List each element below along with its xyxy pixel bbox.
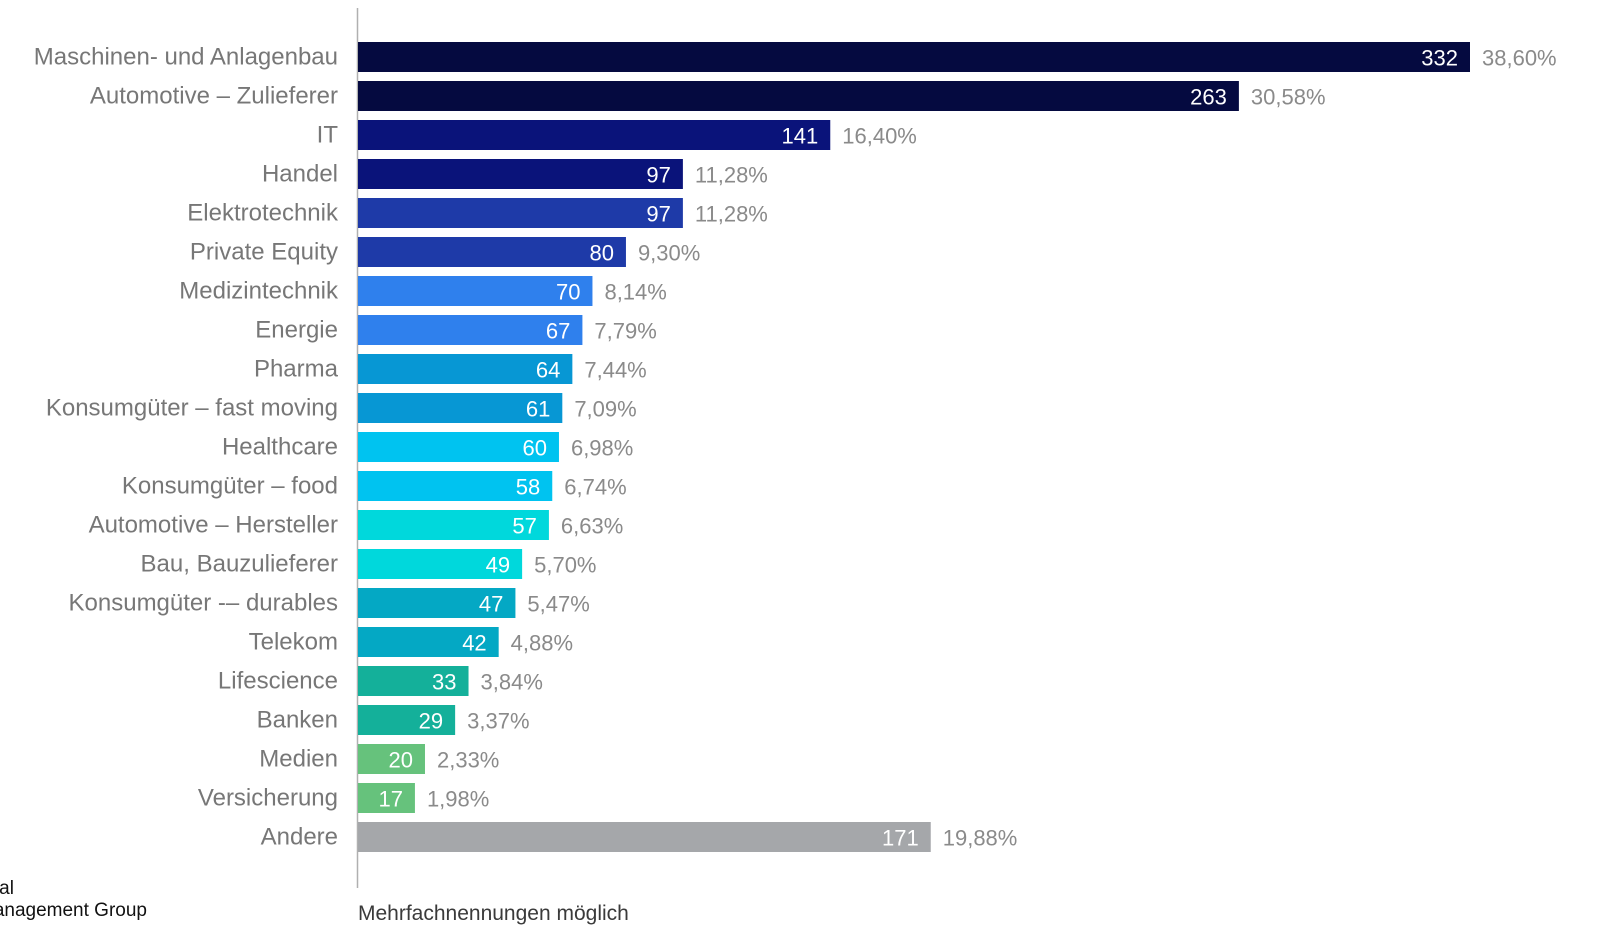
bar	[358, 549, 523, 579]
category-label: Handel	[262, 161, 338, 188]
bar-percent-label: 3,37%	[467, 709, 529, 734]
bar-value-label: 60	[522, 436, 546, 461]
bar-value-label: 17	[378, 787, 402, 812]
bar	[358, 237, 626, 267]
bar-value-label: 67	[546, 319, 570, 344]
bar-value-label: 80	[589, 241, 613, 266]
bar-percent-label: 38,60%	[1482, 46, 1557, 71]
bar-percent-label: 6,98%	[571, 436, 633, 461]
bar-value-label: 58	[516, 475, 540, 500]
bar	[358, 744, 425, 774]
bar	[358, 315, 583, 345]
footnote: Mehrfachnennungen möglich	[358, 902, 629, 925]
bar-percent-label: 8,14%	[604, 280, 666, 305]
bar	[358, 432, 559, 462]
bar	[358, 42, 1470, 72]
bar	[358, 81, 1239, 111]
company-logo: obal Management Group	[0, 878, 147, 922]
category-label: Versicherung	[198, 785, 338, 812]
bar-percent-label: 6,74%	[564, 475, 626, 500]
bar	[358, 627, 499, 657]
bar	[358, 393, 563, 423]
bar-percent-label: 7,79%	[594, 319, 656, 344]
bar-value-label: 61	[526, 397, 550, 422]
bar	[358, 159, 683, 189]
bar-percent-label: 2,33%	[437, 748, 499, 773]
category-label: Banken	[257, 707, 338, 734]
logo-line-2: Management Group	[0, 900, 147, 921]
category-label: Konsumgüter – fast moving	[46, 395, 338, 422]
bar-value-label: 97	[646, 202, 670, 227]
bar-value-label: 57	[512, 514, 536, 539]
bar	[358, 354, 573, 384]
bar	[358, 588, 516, 618]
category-label: Konsumgüter – food	[122, 473, 338, 500]
category-label: Konsumgüter -– durables	[69, 590, 338, 617]
category-label: Automotive – Zulieferer	[90, 83, 338, 110]
category-label: Andere	[261, 824, 338, 851]
category-label: Lifescience	[218, 668, 338, 695]
bar-value-label: 29	[419, 709, 443, 734]
bar-value-label: 49	[486, 553, 510, 578]
logo-line-1: obal	[0, 878, 14, 899]
category-label: Healthcare	[222, 434, 338, 461]
bar-value-label: 64	[536, 358, 560, 383]
bar-percent-label: 19,88%	[943, 826, 1018, 851]
category-label: Maschinen- und Anlagenbau	[34, 44, 338, 71]
bar	[358, 471, 553, 501]
bar-percent-label: 11,28%	[695, 202, 768, 227]
bar-value-label: 263	[1190, 85, 1227, 110]
bar-value-label: 33	[432, 670, 456, 695]
bar	[358, 666, 469, 696]
bar	[358, 276, 593, 306]
category-label: Medien	[259, 746, 338, 773]
bar-percent-label: 30,58%	[1251, 85, 1326, 110]
bar-value-label: 332	[1421, 46, 1458, 71]
category-label: Energie	[255, 317, 338, 344]
bar-value-label: 97	[646, 163, 670, 188]
bar-percent-label: 7,44%	[584, 358, 646, 383]
category-label: IT	[317, 122, 339, 149]
bar-percent-label: 16,40%	[842, 124, 917, 149]
bar-percent-label: 9,30%	[638, 241, 700, 266]
bar-value-label: 141	[782, 124, 819, 149]
category-label: Automotive – Hersteller	[89, 512, 338, 539]
bar	[358, 120, 831, 150]
bar-percent-label: 7,09%	[574, 397, 636, 422]
bar-value-label: 47	[479, 592, 503, 617]
bar-percent-label: 1,98%	[427, 787, 489, 812]
bar-percent-label: 5,47%	[527, 592, 589, 617]
bar-value-label: 20	[389, 748, 413, 773]
bar-percent-label: 3,84%	[481, 670, 543, 695]
bar-percent-label: 6,63%	[561, 514, 623, 539]
bar	[358, 510, 549, 540]
bar-percent-label: 11,28%	[695, 163, 768, 188]
bar-value-label: 42	[462, 631, 486, 656]
bar	[358, 198, 683, 228]
bar	[358, 822, 931, 852]
category-label: Telekom	[249, 629, 338, 656]
bar-value-label: 171	[882, 826, 919, 851]
bar-value-label: 70	[556, 280, 580, 305]
bar-percent-label: 5,70%	[534, 553, 596, 578]
category-label: Elektrotechnik	[187, 200, 339, 227]
bars-group: Maschinen- und Anlagenbau 332 38,60% Automo…	[34, 42, 1557, 852]
category-label: Bau, Bauzulieferer	[141, 551, 338, 578]
category-label: Medizintechnik	[179, 278, 339, 305]
bar-percent-label: 4,88%	[511, 631, 573, 656]
bar	[358, 705, 456, 735]
category-label: Pharma	[254, 356, 339, 383]
category-label: Private Equity	[190, 239, 338, 266]
bar	[358, 783, 415, 813]
